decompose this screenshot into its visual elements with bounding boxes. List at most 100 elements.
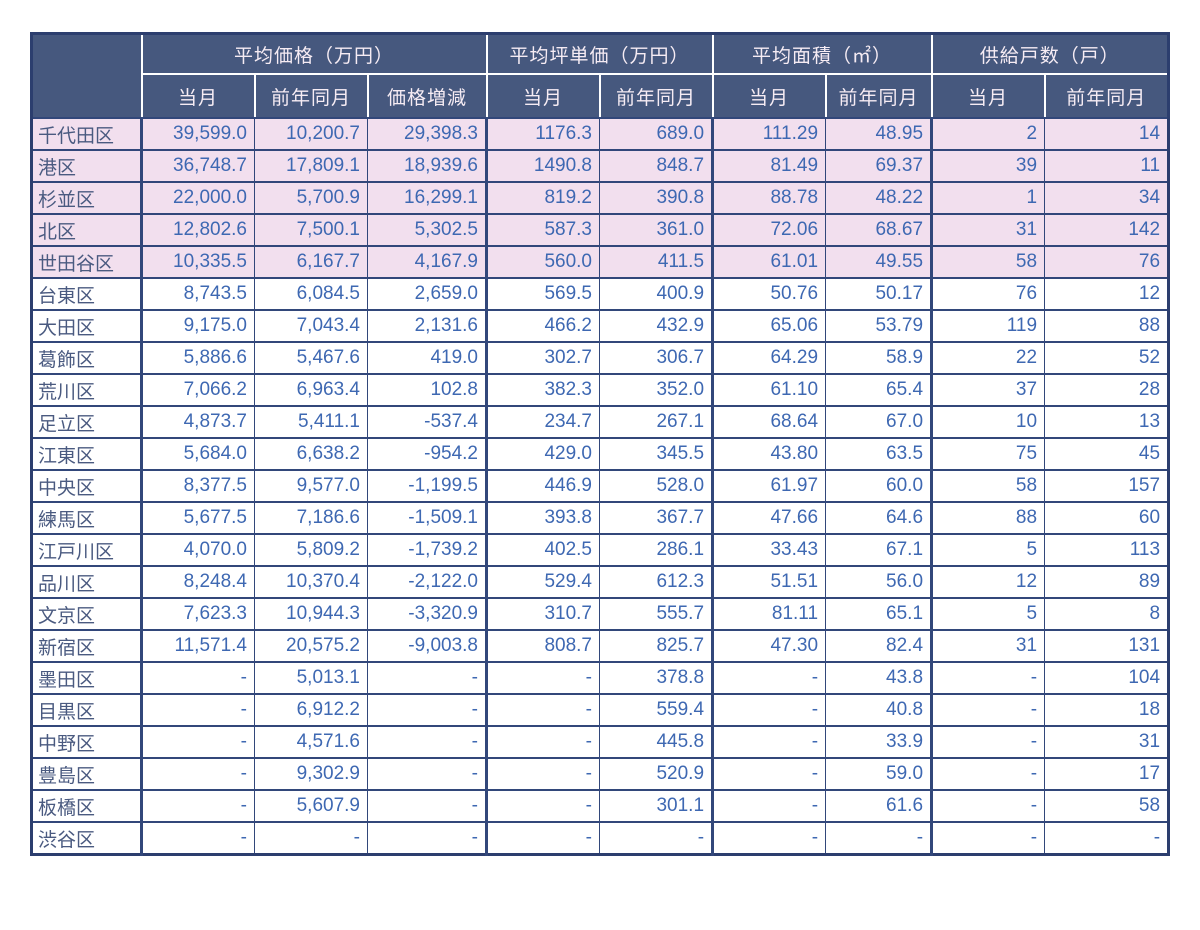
value-cell: 12 — [1044, 277, 1170, 311]
subheader-price-prev-year: 前年同月 — [253, 73, 369, 119]
value-cell: -1,739.2 — [367, 533, 487, 567]
table-row: 荒川区 7,066.2 6,963.4 102.8 382.3 352.0 61.10 65.… — [31, 373, 1170, 407]
value-cell: - — [367, 661, 487, 695]
group-header-avg-area: 平均面積（㎡） — [711, 32, 933, 75]
value-cell: 17 — [1044, 757, 1170, 791]
table-row: 文京区 7,623.3 10,944.3 -3,320.9 310.7 555.7 81.1… — [31, 597, 1170, 631]
value-cell: 382.3 — [485, 373, 600, 407]
value-cell: 8 — [1044, 597, 1170, 631]
value-cell: 5 — [930, 597, 1046, 631]
value-cell: - — [930, 693, 1046, 727]
value-cell: 528.0 — [598, 469, 714, 503]
value-cell: - — [930, 821, 1046, 856]
value-cell: 4,571.6 — [254, 725, 368, 759]
value-cell: - — [141, 661, 255, 695]
value-cell: 310.7 — [485, 597, 600, 631]
ward-name-cell: 荒川区 — [31, 373, 143, 407]
real-estate-stats-table-container: 平均価格（万円） 平均坪単価（万円） 平均面積（㎡） 供給戸数（戸） 当月 前年… — [30, 32, 1171, 856]
corner-cell — [30, 32, 143, 119]
table-row: 江東区 5,684.0 6,638.2 -954.2 429.0 345.5 43.80 63… — [31, 437, 1170, 471]
subheader-area-prev-year: 前年同月 — [824, 73, 933, 119]
value-cell: 559.4 — [598, 693, 714, 727]
value-cell: - — [485, 661, 600, 695]
value-cell: 9,175.0 — [141, 309, 255, 343]
value-cell: - — [485, 789, 600, 823]
value-cell: 65.06 — [711, 309, 827, 343]
value-cell: 825.7 — [598, 629, 714, 663]
table-row: 港区 36,748.7 17,809.1 18,939.6 1490.8 848.7 81.… — [31, 149, 1170, 183]
ward-name-cell: 板橋区 — [31, 789, 143, 823]
value-cell: 22,000.0 — [141, 181, 255, 215]
sub-header-row: 当月 前年同月 価格増減 当月 前年同月 当月 前年同月 当月 前年同月 — [32, 73, 1170, 119]
subheader-units-prev-year: 前年同月 — [1043, 73, 1170, 119]
value-cell: 6,084.5 — [254, 277, 368, 311]
table-header: 平均価格（万円） 平均坪単価（万円） 平均面積（㎡） 供給戸数（戸） 当月 前年… — [30, 32, 1170, 119]
value-cell: 59.0 — [825, 757, 933, 791]
value-cell: 33.43 — [711, 533, 827, 567]
value-cell: 4,167.9 — [367, 245, 487, 279]
ward-name-cell: 千代田区 — [31, 117, 143, 151]
value-cell: 7,043.4 — [254, 309, 368, 343]
value-cell: 45 — [1044, 437, 1170, 471]
value-cell: 5,700.9 — [254, 181, 368, 215]
value-cell: - — [367, 693, 487, 727]
value-cell: 60.0 — [825, 469, 933, 503]
value-cell: 390.8 — [598, 181, 714, 215]
value-cell: 31 — [930, 213, 1046, 247]
value-cell: 445.8 — [598, 725, 714, 759]
value-cell: 18,939.6 — [367, 149, 487, 183]
value-cell: 5,467.6 — [254, 341, 368, 375]
value-cell: - — [141, 821, 255, 856]
value-cell: - — [711, 789, 827, 823]
value-cell: -9,003.8 — [367, 629, 487, 663]
value-cell: 569.5 — [485, 277, 600, 311]
table-row: 千代田区 39,599.0 10,200.7 29,398.3 1176.3 689.0 1… — [31, 117, 1170, 151]
value-cell: - — [711, 661, 827, 695]
value-cell: 39,599.0 — [141, 117, 255, 151]
value-cell: 76 — [1044, 245, 1170, 279]
value-cell: 40.8 — [825, 693, 933, 727]
value-cell: 61.6 — [825, 789, 933, 823]
value-cell: 88 — [930, 501, 1046, 535]
value-cell: 113 — [1044, 533, 1170, 567]
ward-name-cell: 練馬区 — [31, 501, 143, 535]
value-cell: -1,509.1 — [367, 501, 487, 535]
value-cell: 808.7 — [485, 629, 600, 663]
ward-name-cell: 大田区 — [31, 309, 143, 343]
value-cell: 65.1 — [825, 597, 933, 631]
table-row: 北区 12,802.6 7,500.1 5,302.5 587.3 361.0 72.06 6… — [31, 213, 1170, 247]
value-cell: 5 — [930, 533, 1046, 567]
value-cell: 50.17 — [825, 277, 933, 311]
ward-name-cell: 中央区 — [31, 469, 143, 503]
subheader-tsubo-current: 当月 — [485, 73, 601, 119]
value-cell: 520.9 — [598, 757, 714, 791]
value-cell: 2 — [930, 117, 1046, 151]
value-cell: 8,743.5 — [141, 277, 255, 311]
subheader-tsubo-prev-year: 前年同月 — [598, 73, 714, 119]
value-cell: 267.1 — [598, 405, 714, 439]
value-cell: 560.0 — [485, 245, 600, 279]
value-cell: 31 — [930, 629, 1046, 663]
value-cell: - — [254, 821, 368, 856]
value-cell: - — [485, 821, 600, 856]
value-cell: - — [367, 821, 487, 856]
value-cell: 18 — [1044, 693, 1170, 727]
value-cell: - — [930, 789, 1046, 823]
subheader-area-current: 当月 — [711, 73, 827, 119]
value-cell: 286.1 — [598, 533, 714, 567]
value-cell: 67.0 — [825, 405, 933, 439]
value-cell: - — [711, 821, 827, 856]
value-cell: - — [367, 757, 487, 791]
value-cell: 39 — [930, 149, 1046, 183]
value-cell: 411.5 — [598, 245, 714, 279]
table-row: 豊島区 -9,302.9- -520.9-59.0-17 — [31, 757, 1170, 791]
value-cell: 67.1 — [825, 533, 933, 567]
value-cell: -1,199.5 — [367, 469, 487, 503]
value-cell: 58 — [930, 245, 1046, 279]
table-row: 大田区 9,175.0 7,043.4 2,131.6 466.2 432.9 65.06 5… — [31, 309, 1170, 343]
table-row: 葛飾区 5,886.6 5,467.6 419.0 302.7 306.7 64.29 58.… — [31, 341, 1170, 375]
value-cell: 58.9 — [825, 341, 933, 375]
value-cell: - — [825, 821, 933, 856]
value-cell: 587.3 — [485, 213, 600, 247]
value-cell: 345.5 — [598, 437, 714, 471]
